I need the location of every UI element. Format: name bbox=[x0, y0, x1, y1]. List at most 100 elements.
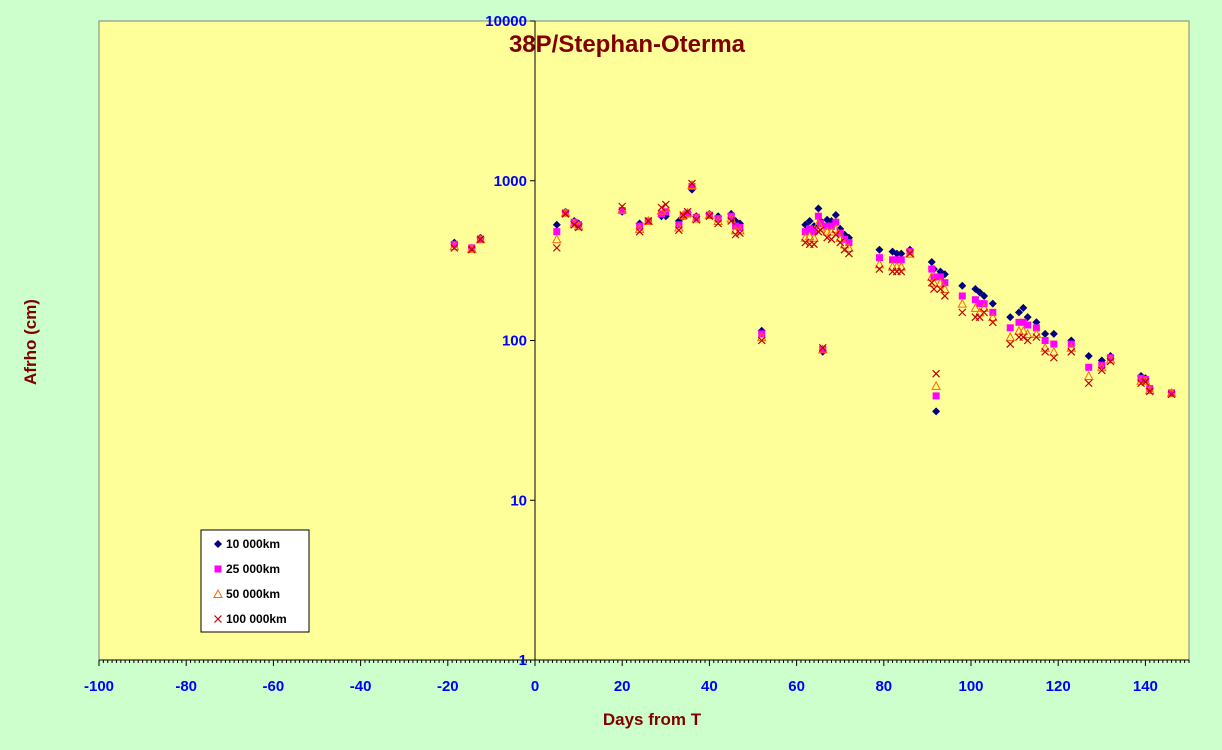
data-point bbox=[801, 238, 810, 247]
data-point bbox=[980, 308, 989, 317]
data-point bbox=[1019, 333, 1028, 342]
data-point bbox=[823, 233, 832, 242]
data-point bbox=[635, 227, 644, 236]
legend-marker bbox=[214, 615, 222, 623]
data-point bbox=[1006, 313, 1015, 322]
data-point bbox=[684, 210, 692, 218]
data-point bbox=[932, 407, 941, 416]
data-point bbox=[1005, 332, 1016, 342]
data-point bbox=[661, 200, 670, 209]
x-tick-label: -60 bbox=[263, 678, 285, 695]
x-tick-label: 0 bbox=[531, 678, 539, 695]
y-tick-label: 1 bbox=[519, 652, 527, 669]
data-point bbox=[844, 249, 853, 258]
data-point bbox=[636, 222, 644, 230]
data-point bbox=[662, 208, 670, 216]
x-tick-label: 60 bbox=[788, 678, 805, 695]
data-point bbox=[1050, 340, 1058, 348]
data-point bbox=[450, 243, 459, 252]
data-point bbox=[657, 203, 666, 212]
data-point bbox=[1006, 340, 1015, 348]
data-point bbox=[1084, 379, 1093, 388]
data-point bbox=[987, 312, 998, 322]
data-point bbox=[897, 267, 906, 276]
data-point bbox=[827, 222, 835, 230]
legend-label: 10 000km bbox=[226, 537, 280, 551]
data-point bbox=[1146, 385, 1154, 393]
data-point bbox=[570, 218, 578, 226]
data-point bbox=[1097, 366, 1106, 375]
data-point bbox=[926, 271, 937, 281]
data-point bbox=[553, 228, 561, 236]
data-point bbox=[1098, 361, 1106, 369]
data-point bbox=[980, 291, 989, 300]
data-point bbox=[906, 249, 914, 258]
data-point bbox=[1137, 374, 1145, 382]
data-point bbox=[656, 205, 667, 215]
data-point bbox=[814, 204, 823, 213]
legend-label: 100 000km bbox=[226, 612, 287, 626]
series-3 bbox=[450, 179, 1176, 399]
data-point bbox=[831, 230, 840, 239]
data-point bbox=[875, 245, 884, 254]
data-point bbox=[476, 235, 485, 244]
data-point bbox=[1167, 390, 1176, 399]
data-point bbox=[930, 285, 938, 293]
data-point bbox=[1141, 375, 1149, 383]
data-point bbox=[906, 248, 914, 256]
data-point bbox=[1032, 333, 1041, 342]
data-point bbox=[1006, 324, 1014, 332]
data-point bbox=[928, 265, 936, 273]
axes-layer: -100 -80 -60 -40 -20 0 20 40 60 80 100 120 140 1 10 100… bbox=[84, 13, 1190, 695]
legend-items: 10 000km 25 000km 50 000km 100 000km bbox=[213, 537, 287, 626]
data-point bbox=[1084, 351, 1093, 360]
data-point bbox=[936, 285, 945, 293]
data-point bbox=[618, 202, 627, 211]
data-point bbox=[897, 249, 906, 258]
data-point bbox=[705, 212, 714, 221]
data-point bbox=[683, 207, 692, 216]
data-point bbox=[575, 221, 583, 229]
y-tick-label: 1000 bbox=[494, 173, 527, 190]
data-point bbox=[932, 369, 941, 378]
data-point bbox=[1168, 389, 1176, 397]
data-point bbox=[836, 238, 845, 247]
data-point bbox=[893, 256, 901, 264]
legend-marker bbox=[214, 540, 222, 548]
data-point bbox=[814, 212, 822, 220]
data-point bbox=[692, 213, 700, 221]
y-tick-label: 10 bbox=[510, 492, 527, 509]
y-tick-label: 10000 bbox=[485, 13, 527, 30]
data-point bbox=[892, 249, 901, 258]
data-point bbox=[688, 179, 696, 188]
x-tick-label: 100 bbox=[958, 678, 983, 695]
data-point bbox=[1023, 336, 1032, 345]
data-point bbox=[839, 239, 850, 249]
data-point bbox=[1019, 318, 1027, 326]
data-point bbox=[468, 244, 476, 252]
data-point bbox=[940, 283, 950, 294]
data-point bbox=[935, 277, 946, 287]
data-point bbox=[714, 219, 723, 228]
data-point bbox=[562, 209, 570, 217]
data-point bbox=[806, 225, 814, 233]
data-point bbox=[675, 221, 683, 229]
legend-label: 50 000km bbox=[226, 587, 280, 601]
data-point bbox=[736, 223, 744, 231]
data-point bbox=[1107, 354, 1115, 362]
data-point bbox=[727, 217, 736, 225]
data-point bbox=[679, 211, 688, 219]
data-point bbox=[805, 216, 814, 225]
data-point bbox=[810, 240, 818, 249]
data-point bbox=[801, 228, 809, 236]
legend-marker bbox=[213, 588, 223, 598]
data-point bbox=[1049, 329, 1058, 338]
data-point bbox=[831, 223, 841, 233]
data-point bbox=[823, 222, 831, 230]
x-tick-label: 80 bbox=[875, 678, 892, 695]
data-point bbox=[552, 243, 561, 252]
data-point bbox=[1106, 357, 1115, 366]
data-point bbox=[988, 318, 997, 327]
data-point bbox=[692, 215, 701, 224]
